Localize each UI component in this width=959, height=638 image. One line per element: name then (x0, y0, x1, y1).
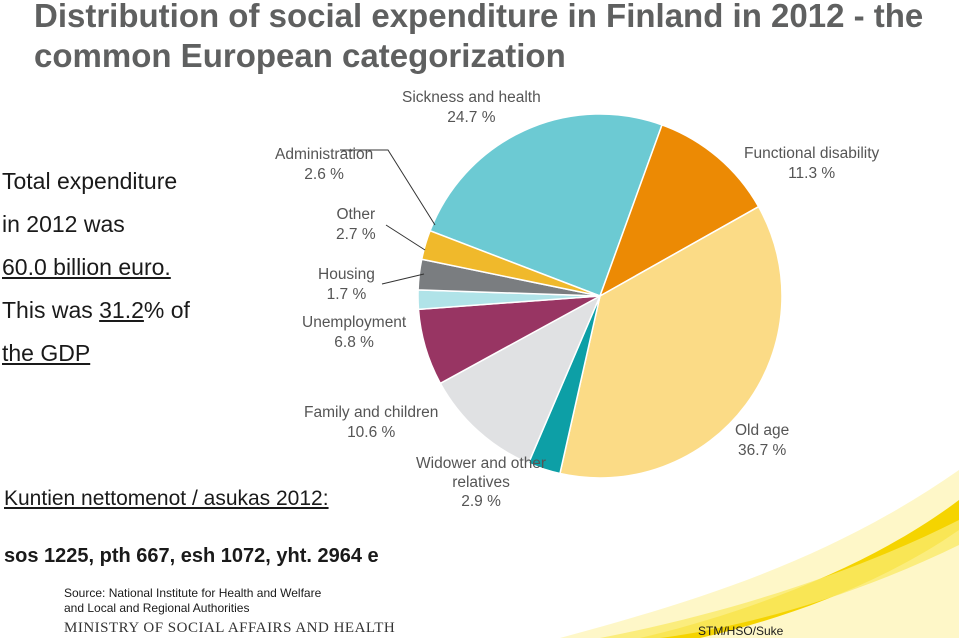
pie-slice-functional-disability (598, 123, 760, 298)
pie-slice-sickness-and-health (429, 113, 663, 297)
label-family-value: 10.6 % (347, 424, 396, 441)
label-disability-name: Functional disability (744, 145, 880, 162)
total-line-4: This was 31.2% of (2, 289, 242, 332)
total-line-5[interactable]: the GDP (2, 340, 91, 366)
label-widower-name-1: Widower and other (416, 455, 547, 472)
ministry-footer: MINISTRY OF SOCIAL AFFAIRS AND HEALTH (64, 620, 396, 636)
label-widower-name-2: relatives (452, 474, 510, 491)
label-other: Other 2.7 % (336, 205, 376, 245)
label-family-name: Family and children (304, 404, 439, 421)
leader-line-housing (381, 273, 425, 285)
total-expenditure-text: Total expenditure in 2012 was 60.0 billi… (2, 160, 242, 375)
kuntien-heading[interactable]: Kuntien nettomenot / asukas 2012: (4, 487, 329, 510)
gdp-share-link[interactable]: 31.2 (99, 297, 144, 323)
label-old-age: Old age 36.7 % (735, 421, 789, 461)
total-line-2: in 2012 was (2, 211, 125, 237)
label-other-name: Other (336, 206, 376, 223)
leader-line-other (385, 224, 426, 251)
leader-line-administration (340, 149, 436, 226)
label-administration-value: 2.6 % (304, 166, 344, 183)
label-functional-disability: Functional disability 11.3 % (744, 144, 879, 184)
leader-lines (340, 149, 436, 285)
label-administration-name: Administration (275, 146, 374, 163)
source-note: Source: National Institute for Health an… (64, 586, 321, 616)
label-other-value: 2.7 % (336, 226, 376, 243)
label-family-and-children: Family and children 10.6 % (304, 403, 438, 443)
sos-line: sos 1225, pth 667, esh 1072, yht. 2964 e (4, 545, 379, 567)
label-unemployment-value: 6.8 % (334, 334, 374, 351)
total-line-1: Total expenditure (2, 168, 178, 194)
label-housing-value: 1.7 % (326, 286, 367, 303)
stm-code: STM/HSO/Suke (698, 624, 784, 638)
label-old-age-name: Old age (735, 422, 790, 439)
page-title: Distribution of social expenditure in Fi… (34, 0, 924, 74)
label-sickness-and-health: Sickness and health 24.7 % (402, 88, 541, 128)
pie-slice-family-and-children (439, 294, 602, 465)
source-line-1: Source: National Institute for Health an… (64, 586, 322, 600)
pie-slice-old-age (559, 205, 783, 479)
label-old-age-value: 36.7 % (738, 442, 787, 459)
total-line-4-suffix: % of (143, 297, 190, 323)
label-housing-name: Housing (318, 266, 375, 283)
label-sickness-name: Sickness and health (402, 89, 541, 106)
label-administration: Administration 2.6 % (275, 145, 373, 185)
total-line-3[interactable]: 60.0 billion euro. (2, 254, 171, 280)
label-widower-value: 2.9 % (461, 493, 501, 510)
pie-slice-administration (420, 229, 601, 297)
label-sickness-value: 24.7 % (447, 109, 496, 126)
label-housing: Housing 1.7 % (318, 265, 375, 305)
pie-slices (417, 113, 783, 479)
label-disability-value: 11.3 % (788, 165, 836, 182)
total-line-4-prefix: This was (2, 297, 100, 323)
label-unemployment: Unemployment 6.8 % (302, 313, 406, 353)
label-unemployment-name: Unemployment (302, 314, 407, 331)
label-widower: Widower and other relatives 2.9 % (416, 454, 546, 511)
source-line-2: and Local and Regional Authorities (64, 601, 250, 615)
